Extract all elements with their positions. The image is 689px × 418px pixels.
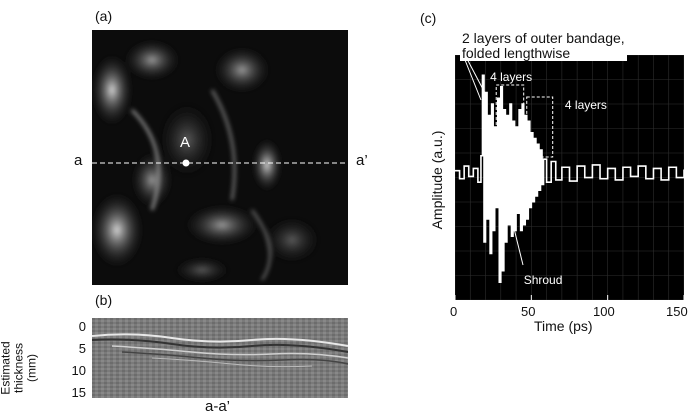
thickness-bscan-image <box>92 318 348 398</box>
annotation-4-layers-a: 4 layers <box>490 70 532 84</box>
point-a-marker <box>182 159 190 167</box>
panel-c-xlabel: Time (ps) <box>534 318 593 334</box>
terahertz-image-panel-a: A <box>92 30 348 285</box>
right-marker-a-prime: a’ <box>356 152 368 169</box>
waveform-chart: 4 layers 4 layers Shroud <box>454 54 685 301</box>
annotation-leader-outer-bandage-a <box>462 54 482 101</box>
panel-a-label: (a) <box>95 8 113 24</box>
panel-c-ylabel: Amplitude (a.u.) <box>429 130 445 230</box>
waveform-plot-area: 4 layers 4 layers Shroud <box>454 54 685 301</box>
panel-b-ylabel-line3: (mm) <box>24 354 39 382</box>
panel-c-xtick-100: 100 <box>593 304 615 319</box>
terahertz-image <box>92 30 348 285</box>
panel-c-xtick-0: 0 <box>450 304 458 319</box>
panel-b-label: (b) <box>95 292 113 308</box>
panel-c-xtick-50: 50 <box>521 304 536 319</box>
four-layers-box-b <box>526 96 554 158</box>
point-a-label: A <box>180 134 191 151</box>
panel-c-label: (c) <box>420 10 437 26</box>
annotation-shroud: Shroud <box>524 273 563 287</box>
panel-b-ytick-15: 15 <box>71 385 86 400</box>
left-marker-a: a <box>74 152 83 169</box>
annotation-leader-shroud <box>494 149 524 266</box>
panel-b-ytick-10: 10 <box>71 363 86 378</box>
annotation-4-layers-b: 4 layers <box>565 98 607 112</box>
panel-c-xtick-150: 150 <box>666 304 688 319</box>
panel-b-ytick-5: 5 <box>78 341 86 356</box>
annotation-leader-outer-bandage-b <box>464 54 488 98</box>
annotation-title: 2 layers of outer bandage, folded length… <box>460 31 627 61</box>
panel-b-ylabel: Estimated thickness (mm) <box>0 322 39 414</box>
annotation-title-line1: 2 layers of outer bandage, <box>462 30 625 46</box>
panel-b-ytick-0: 0 <box>78 319 86 334</box>
panel-b-xlabel: a-a’ <box>205 398 231 415</box>
annotation-title-line2: folded lengthwise <box>462 45 571 61</box>
four-layers-box-a <box>495 84 525 156</box>
bscan-texture <box>92 318 348 398</box>
